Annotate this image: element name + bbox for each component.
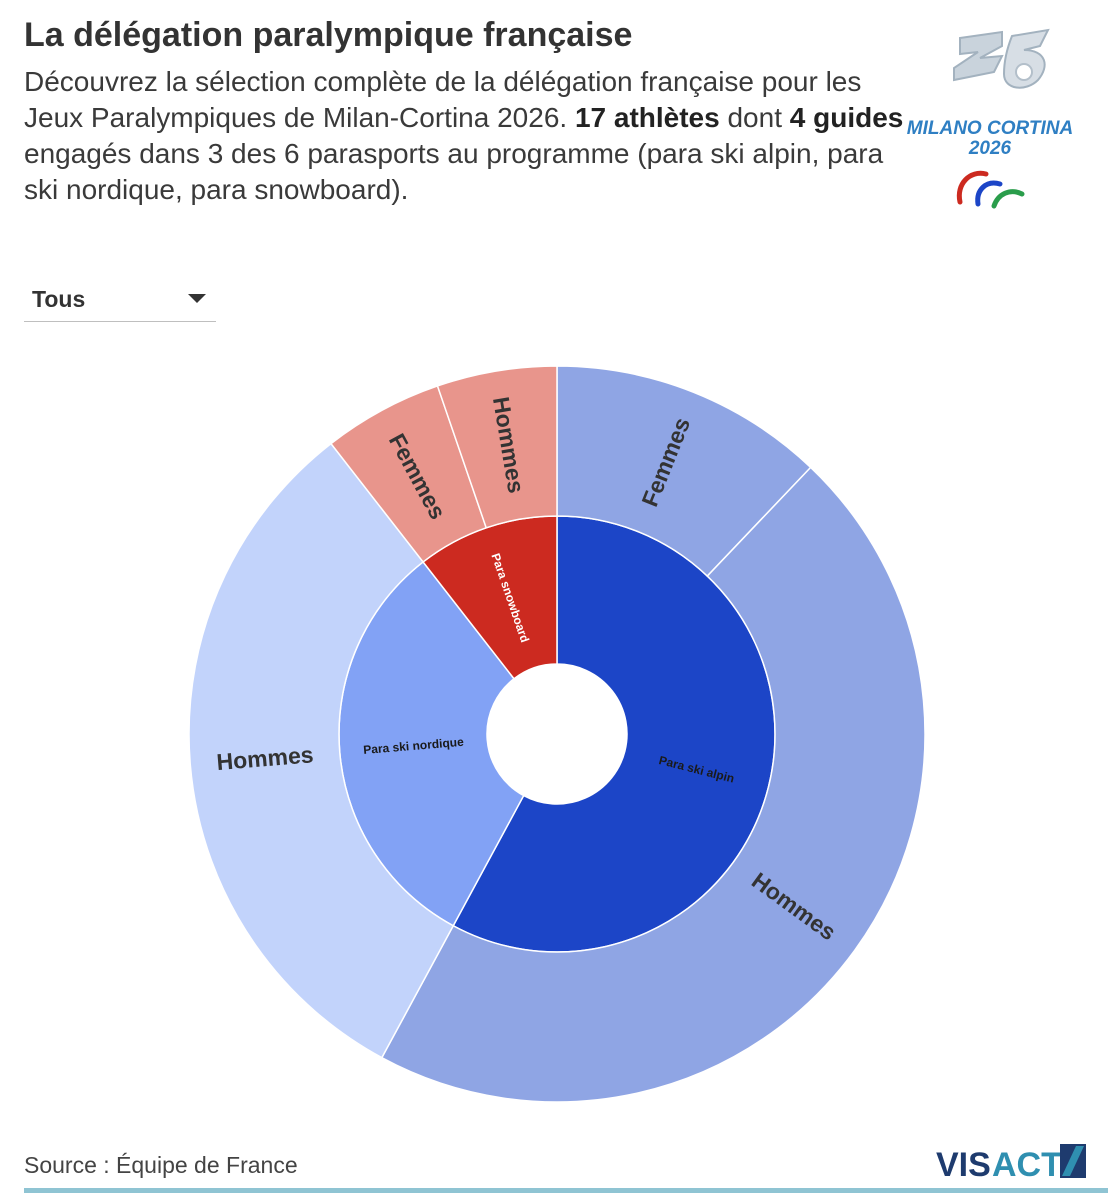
footer-divider (24, 1188, 1108, 1193)
brand-vis: VIS (936, 1146, 991, 1184)
logo-line2: 2026 (968, 138, 1012, 159)
filter-dropdown[interactable]: Tous (24, 280, 216, 322)
outer-slice-para-ski-alpin-hommes[interactable] (380, 466, 926, 1103)
chevron-down-icon[interactable] (188, 294, 206, 303)
logo-line1: MILANO CORTINA (907, 118, 1073, 139)
visactu-logo: VIS ACTU (936, 1144, 1086, 1184)
chart-subtitle: Découvrez la sélection complète de la dé… (24, 64, 904, 208)
subtitle-text-2: dont (719, 102, 790, 133)
subtitle-highlight-guides: 4 guides (789, 102, 904, 133)
outer-slice-para-ski-nordique-hommes[interactable] (188, 442, 455, 1059)
subtitle-highlight-athletes: 17 athlètes (574, 102, 720, 133)
chart-title: La délégation paralympique française (24, 16, 633, 54)
source-note: Source : Équipe de France (24, 1152, 298, 1178)
subtitle-text-3: engagés dans 3 des 6 parasports au progr… (24, 138, 884, 205)
outer-slice-para-snowboard-hommes[interactable] (436, 365, 558, 529)
logo-26-mark (953, 28, 1050, 89)
brand-mark-icon (1060, 1144, 1086, 1178)
filter-selected-value: Tous (32, 286, 86, 312)
agitos-icon (956, 170, 1025, 209)
milano-cortina-logo: MILANO CORTINA 2026 (907, 28, 1073, 209)
subtitle-text-1: Découvrez la sélection complète de la dé… (24, 66, 862, 133)
